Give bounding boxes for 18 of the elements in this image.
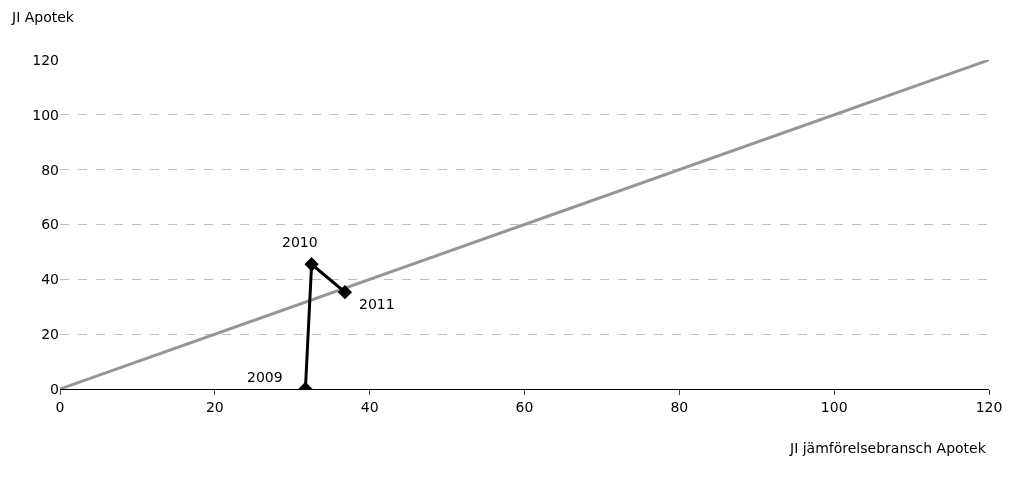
x-axis-title: JI jämförelsebransch Apotek [789,440,987,456]
x-tick-label: 80 [670,398,689,415]
x-tick-label: 20 [205,398,224,415]
x-tick-label: 120 [975,398,1003,415]
y-tick-label: 80 [41,161,59,178]
x-tick-label: 60 [515,398,534,415]
annotation: 2011 [359,296,395,312]
annotation: 2010 [282,234,318,250]
x-tick-label: 100 [820,398,848,415]
y-tick-label: 0 [50,380,59,397]
y-tick-label: 100 [32,106,59,123]
y-axis-title: JI Apotek [11,9,75,25]
x-tick-label: 40 [360,398,379,415]
y-tick-label: 120 [32,51,59,68]
annotation: 2009 [247,369,283,385]
y-tick-label: 60 [41,216,59,233]
y-tick-label: 40 [41,271,59,288]
y-tick-label: 20 [41,326,59,343]
